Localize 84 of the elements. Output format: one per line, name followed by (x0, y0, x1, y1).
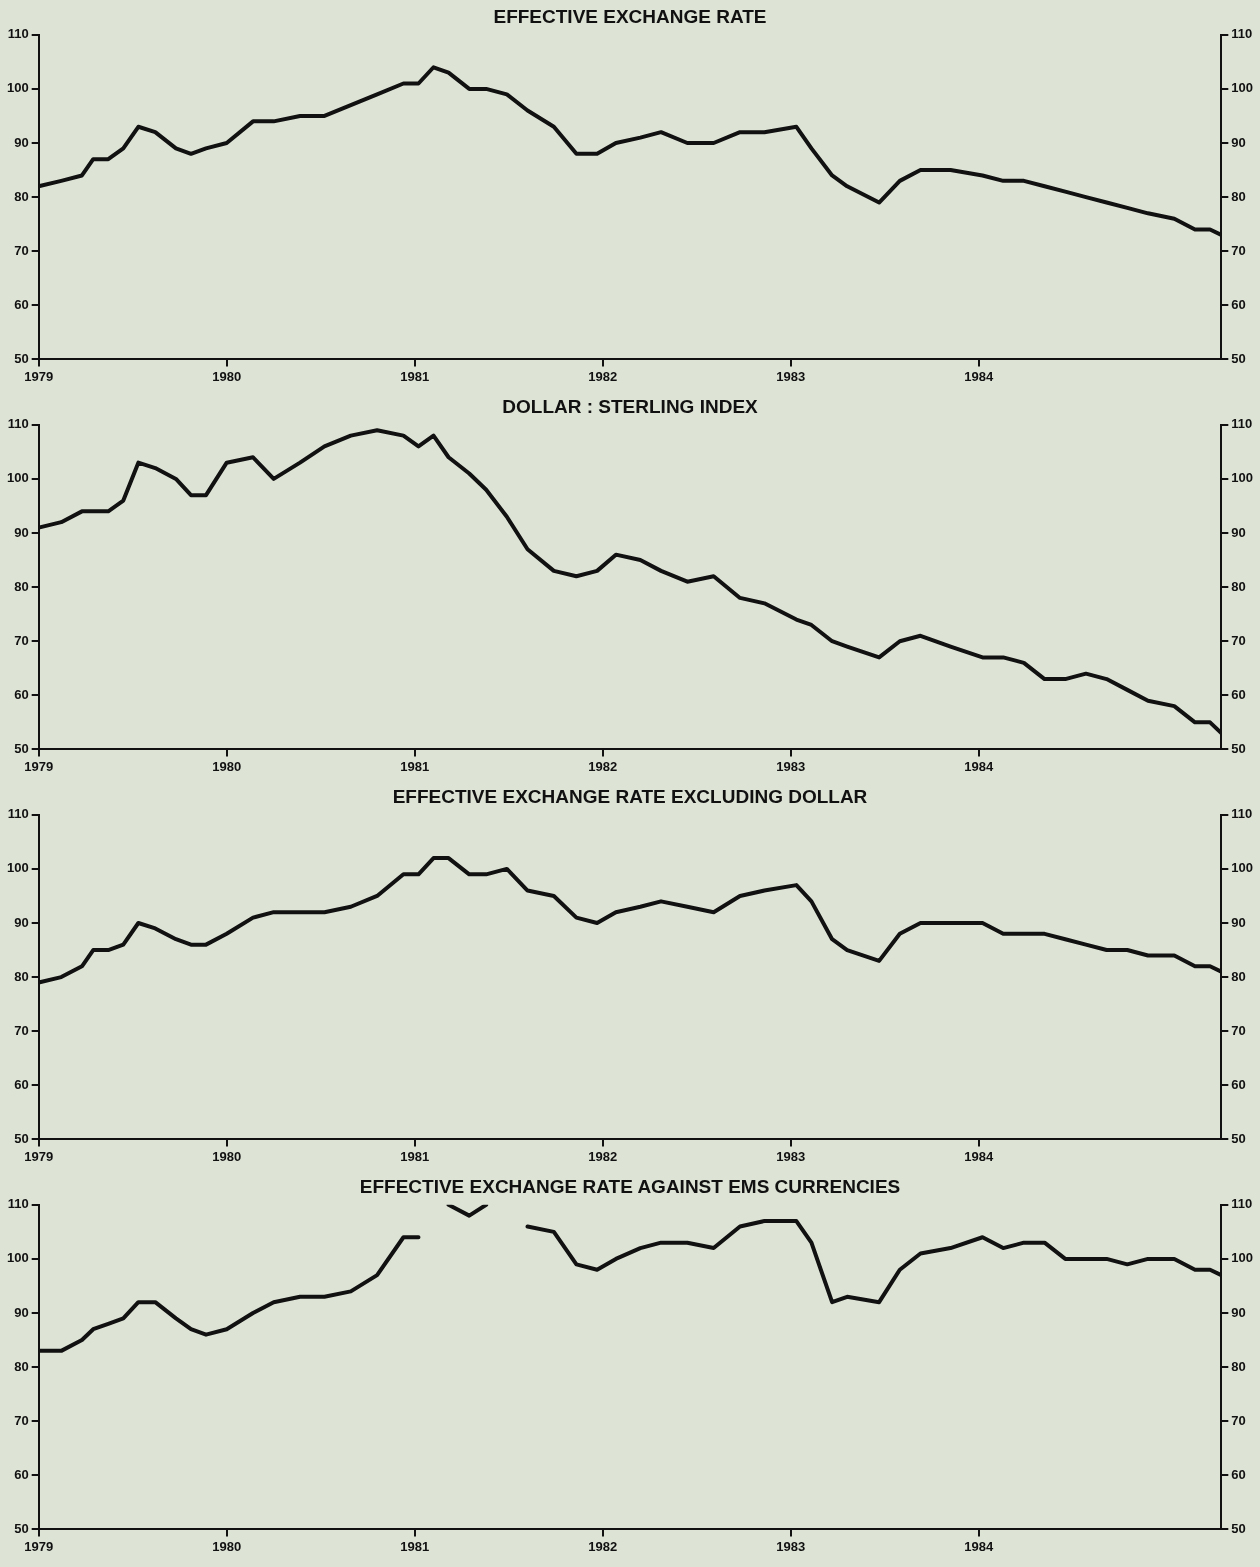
y-tick-label: 90 (14, 1304, 29, 1320)
y2-tick-label: 110 (1231, 416, 1253, 432)
y2-tick-label: 80 (1231, 188, 1246, 204)
y2-tick-label: 70 (1231, 1022, 1246, 1038)
y-tick-label: 100 (6, 80, 29, 96)
x-tick-label: 1981 (400, 1538, 430, 1554)
chart-title: EFFECTIVE EXCHANGE RATE EXCLUDING DOLLAR (392, 785, 868, 807)
y-tick-label: 110 (7, 416, 29, 432)
y-tick-label: 70 (14, 1412, 29, 1428)
x-tick-label: 1983 (776, 758, 806, 774)
y2-tick-label: 60 (1231, 296, 1246, 312)
y2-tick-label: 50 (1231, 740, 1246, 756)
x-tick-label: 1979 (24, 758, 54, 774)
y2-tick-label: 50 (1231, 1520, 1246, 1536)
y2-tick-label: 60 (1231, 1466, 1246, 1482)
y2-tick-label: 60 (1231, 686, 1246, 702)
x-tick-label: 1979 (24, 1148, 54, 1164)
y2-tick-label: 80 (1231, 1358, 1246, 1374)
chart-title: EFFECTIVE EXCHANGE RATE (493, 5, 767, 27)
y-tick-label: 90 (14, 134, 29, 150)
y-tick-label: 110 (7, 1196, 29, 1212)
y2-tick-label: 50 (1231, 1130, 1246, 1146)
y-tick-label: 100 (6, 1250, 29, 1266)
chart-title: DOLLAR : STERLING INDEX (502, 395, 759, 417)
chart-title: EFFECTIVE EXCHANGE RATE AGAINST EMS CURRENCIES (359, 1175, 901, 1197)
y-tick-label: 70 (14, 1022, 29, 1038)
y-tick-label: 110 (7, 26, 29, 42)
x-tick-label: 1982 (588, 368, 618, 384)
y-tick-label: 80 (14, 188, 29, 204)
y-tick-label: 60 (14, 686, 29, 702)
y-tick-label: 100 (6, 470, 29, 486)
y2-tick-label: 70 (1231, 632, 1246, 648)
y-tick-label: 60 (14, 296, 29, 312)
y2-tick-label: 100 (1231, 860, 1254, 876)
x-tick-label: 1983 (776, 1148, 806, 1164)
y2-tick-label: 70 (1231, 242, 1246, 258)
x-tick-label: 1982 (588, 758, 618, 774)
y2-tick-label: 90 (1231, 134, 1246, 150)
y2-tick-label: 60 (1231, 1076, 1246, 1092)
x-tick-label: 1981 (400, 368, 430, 384)
x-tick-label: 1984 (964, 1538, 994, 1554)
x-tick-label: 1984 (964, 1148, 994, 1164)
y-tick-label: 50 (14, 350, 29, 366)
y2-tick-label: 90 (1231, 914, 1246, 930)
y-tick-label: 50 (14, 1130, 29, 1146)
y-tick-label: 80 (14, 578, 29, 594)
y-tick-label: 60 (14, 1076, 29, 1092)
y-tick-label: 70 (14, 632, 29, 648)
x-tick-label: 1979 (24, 1538, 54, 1554)
y2-tick-label: 100 (1231, 80, 1254, 96)
y2-tick-label: 80 (1231, 578, 1246, 594)
x-tick-label: 1984 (964, 758, 994, 774)
y2-tick-label: 80 (1231, 968, 1246, 984)
y-tick-label: 50 (14, 740, 29, 756)
x-tick-label: 1980 (212, 1538, 242, 1554)
x-tick-label: 1981 (400, 758, 430, 774)
y-tick-label: 100 (6, 860, 29, 876)
x-tick-label: 1983 (776, 1538, 806, 1554)
x-tick-label: 1983 (776, 368, 806, 384)
x-tick-label: 1982 (588, 1148, 618, 1164)
y2-tick-label: 70 (1231, 1412, 1246, 1428)
y2-tick-label: 50 (1231, 350, 1246, 366)
y2-tick-label: 100 (1231, 470, 1254, 486)
x-tick-label: 1984 (964, 368, 994, 384)
y-tick-label: 70 (14, 242, 29, 258)
y2-tick-label: 90 (1231, 1304, 1246, 1320)
y-tick-label: 90 (14, 914, 29, 930)
y2-tick-label: 110 (1231, 806, 1253, 822)
x-tick-label: 1982 (588, 1538, 618, 1554)
y-tick-label: 80 (14, 968, 29, 984)
y2-tick-label: 110 (1231, 26, 1253, 42)
y-tick-label: 110 (7, 806, 29, 822)
x-tick-label: 1980 (212, 1148, 242, 1164)
y2-tick-label: 90 (1231, 524, 1246, 540)
y2-tick-label: 100 (1231, 1250, 1254, 1266)
y-tick-label: 80 (14, 1358, 29, 1374)
y2-tick-label: 110 (1231, 1196, 1253, 1212)
y-tick-label: 60 (14, 1466, 29, 1482)
y-tick-label: 50 (14, 1520, 29, 1536)
y-tick-label: 90 (14, 524, 29, 540)
x-tick-label: 1981 (400, 1148, 430, 1164)
x-tick-label: 1980 (212, 368, 242, 384)
x-tick-label: 1980 (212, 758, 242, 774)
x-tick-label: 1979 (24, 368, 54, 384)
